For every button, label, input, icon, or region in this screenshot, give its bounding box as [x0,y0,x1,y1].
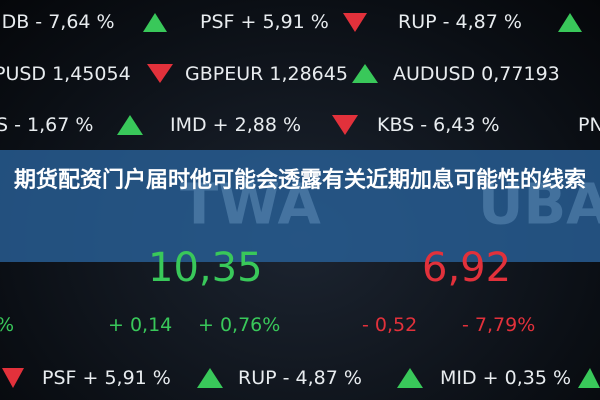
arrow-up [197,368,223,388]
arrow-up [558,13,582,32]
arrow-up [397,368,423,388]
change: + 0,76% [198,314,281,336]
price: 10,35 [148,245,263,291]
arrow-down [332,115,358,135]
ticker: IDB - 7,64 % [0,11,115,33]
arrow-up [578,368,600,388]
ghost-label: TWA [180,172,321,238]
price: 6,92 [422,245,512,291]
arrow-down [343,13,367,32]
headline: 期货配资门户届时他可能会透露有关近期加息可能性的线索 [14,168,587,193]
headline-band [0,150,600,262]
ticker: AUDUSD 0,77193 [393,63,560,85]
change: % [0,314,14,336]
ticker: KBS - 6,43 % [377,114,500,136]
ticker: RUP - 4,87 % [398,11,522,33]
arrow-down [2,368,24,388]
arrow-up [352,64,378,83]
ticker: PSF + 5,91 % [200,11,329,33]
ticker: S - 1,67 % [0,114,94,136]
change: - 7,79% [462,314,536,336]
arrow-down [147,64,173,83]
ghost-label: UBA [478,172,600,238]
ticker: PSF + 5,91 % [42,367,171,389]
ticker: GBPEUR 1,28645 [185,63,348,85]
ticker: IMD + 2,88 % [170,114,302,136]
arrow-up [117,115,143,135]
change: - 0,52 [362,314,418,336]
ticker: PN [578,114,600,136]
change: + 0,14 [108,314,173,336]
ticker: PUSD 1,45054 [0,63,131,85]
ticker: MID + 0,35 % [440,367,572,389]
arrow-up [143,13,167,32]
ticker: RUP - 4,87 % [238,367,362,389]
